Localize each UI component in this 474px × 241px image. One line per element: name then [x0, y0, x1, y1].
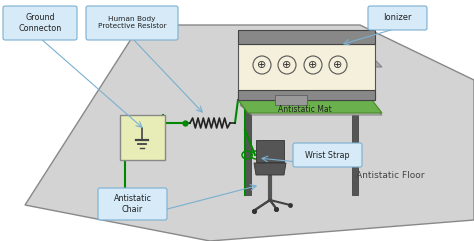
Bar [238, 30, 375, 44]
Text: ⊕: ⊕ [333, 60, 343, 70]
Circle shape [304, 56, 322, 74]
Bar [245, 105, 251, 195]
Circle shape [329, 56, 347, 74]
Polygon shape [240, 105, 382, 115]
Circle shape [253, 56, 271, 74]
Text: Antistatic
Chair: Antistatic Chair [113, 194, 152, 214]
Text: ⊕: ⊕ [257, 60, 267, 70]
Bar [240, 67, 370, 105]
Text: Ionizer: Ionizer [383, 13, 412, 22]
Bar [118, 205, 132, 211]
Text: Antistatic Mat: Antistatic Mat [278, 106, 332, 114]
FancyBboxPatch shape [3, 6, 77, 40]
Bar [275, 95, 307, 105]
Bar [352, 105, 358, 195]
FancyBboxPatch shape [86, 6, 178, 40]
Bar [256, 140, 284, 162]
Text: Antistatic Floor: Antistatic Floor [356, 170, 424, 180]
Text: Wrist Strap: Wrist Strap [305, 150, 350, 160]
Bar [238, 90, 375, 100]
FancyBboxPatch shape [368, 6, 427, 30]
Text: ⊕: ⊕ [283, 60, 292, 70]
Circle shape [278, 56, 296, 74]
Polygon shape [238, 100, 382, 113]
FancyBboxPatch shape [293, 143, 362, 167]
Polygon shape [254, 163, 286, 175]
FancyBboxPatch shape [98, 188, 167, 220]
Text: Ground
Connecton: Ground Connecton [18, 13, 62, 33]
Bar [120, 115, 165, 160]
Bar [238, 44, 375, 100]
Text: ⊕: ⊕ [308, 60, 318, 70]
Polygon shape [25, 25, 474, 241]
Text: Human Body
Protective Resistor: Human Body Protective Resistor [98, 16, 166, 29]
Polygon shape [240, 55, 382, 67]
